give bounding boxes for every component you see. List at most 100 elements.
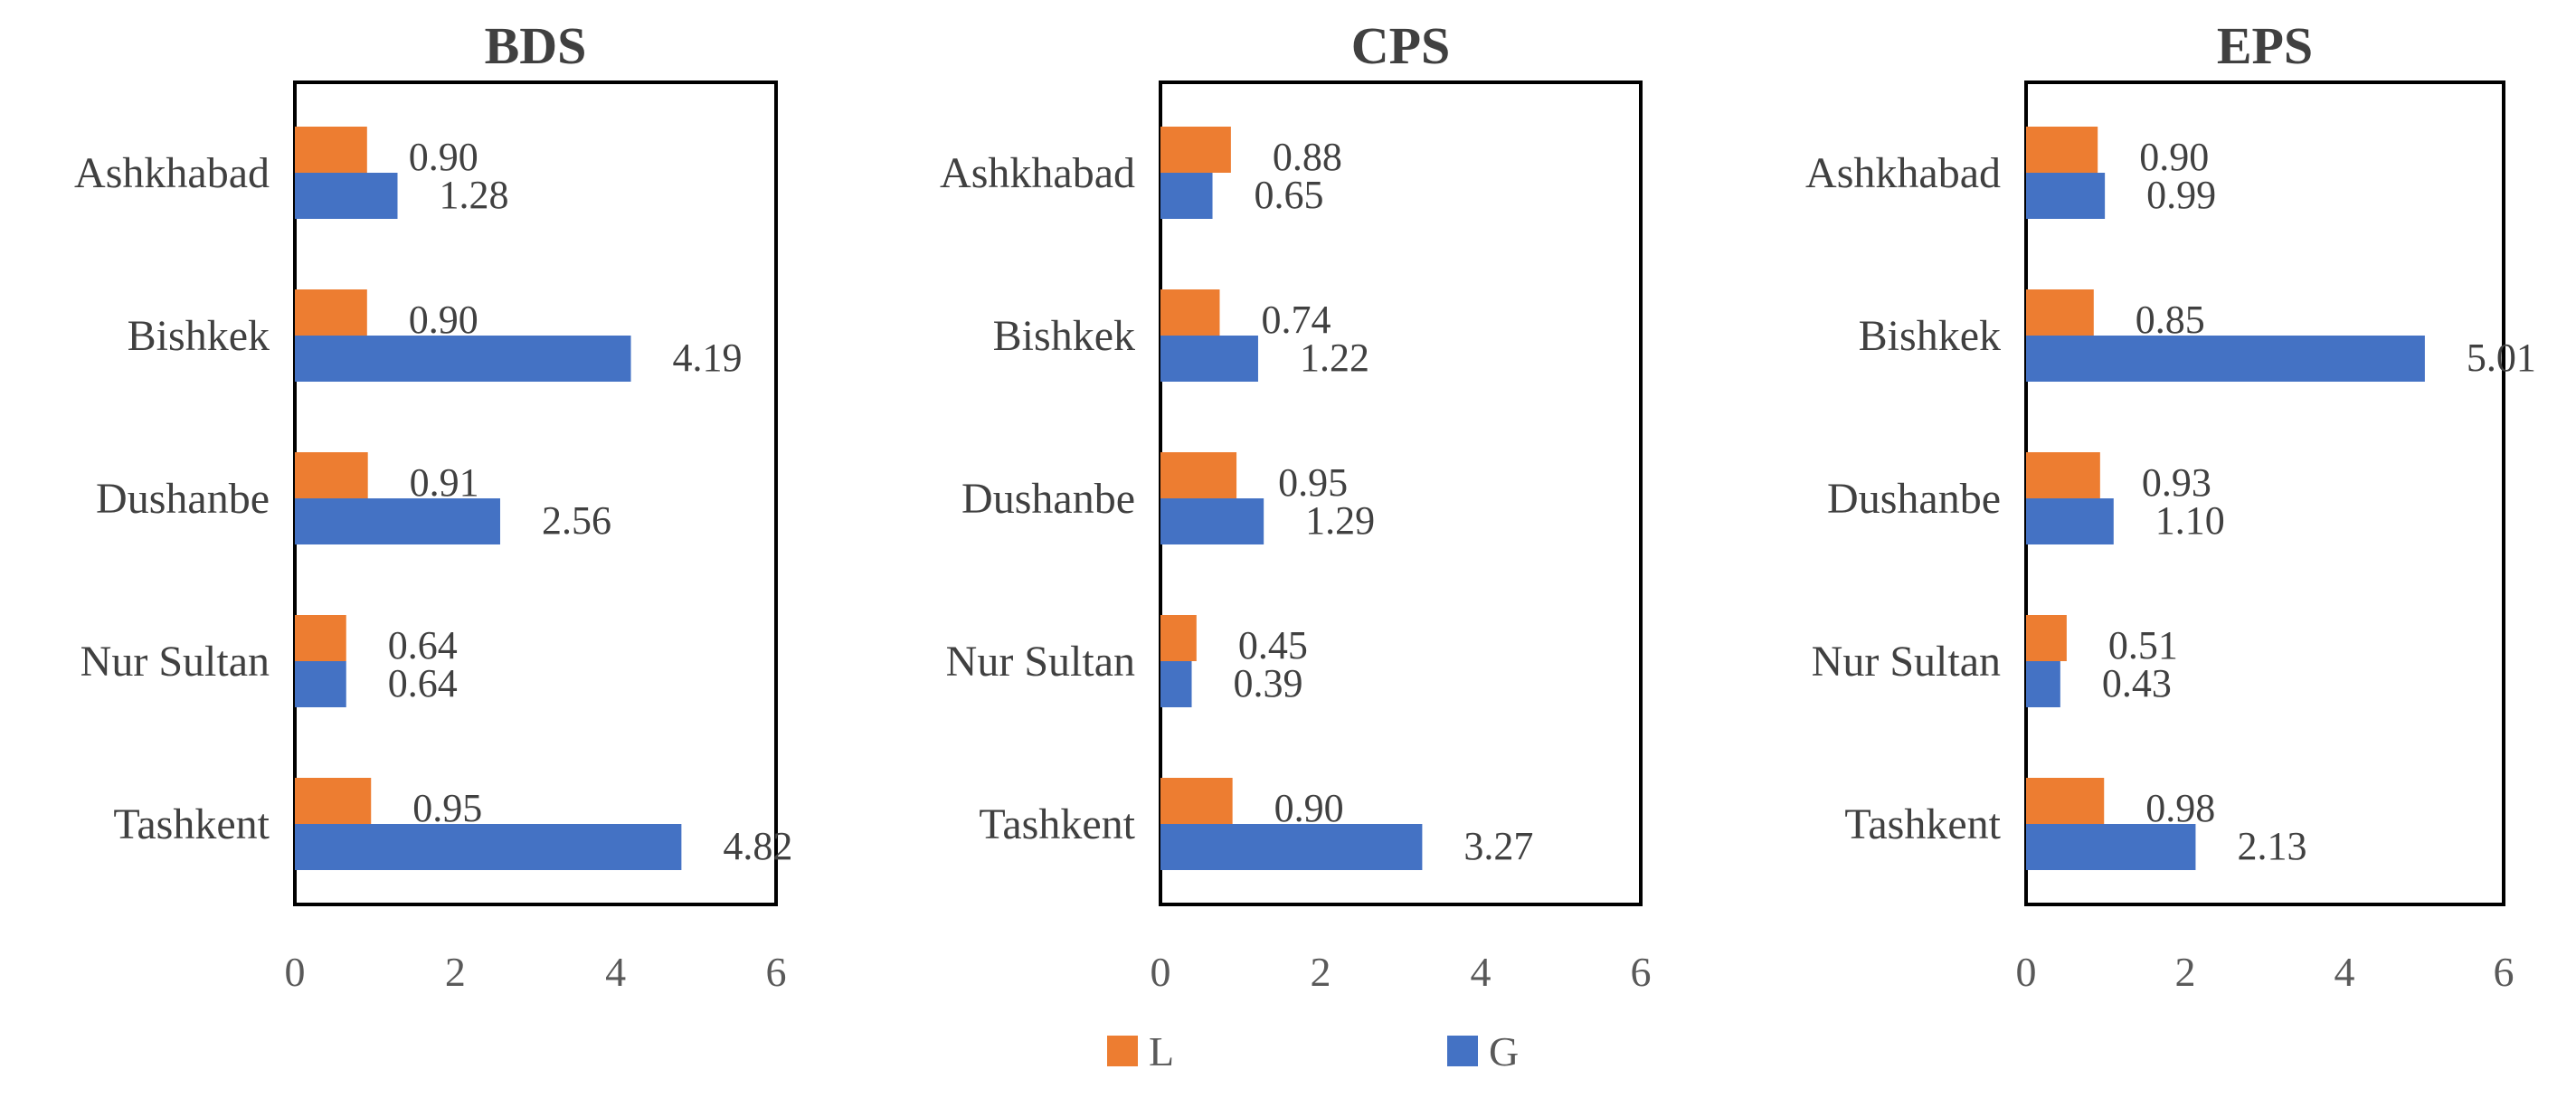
bds-data-label-l-nur-sultan: 0.64 [388,623,458,667]
legend-label-g: G [1489,1028,1519,1074]
panel-eps: EPS Ashkhabad Bishkek Dushanbe Nur Sultan Tas… [1805,16,2536,995]
eps-bar-g-dushanbe [2026,498,2114,544]
bds-bar-g-ashkhabad [295,173,398,219]
panels: BDS Ashkhabad Bishkek Dushanbe Nur Sultan Tas… [74,16,2536,995]
cps-category-label-bishkek: Bishkek [993,312,1135,360]
bds-bar-l-bishkek [295,289,367,336]
cps-data-label-l-tashkent: 0.90 [1274,786,1344,830]
bds-x-tick-label-3: 6 [766,949,787,995]
eps-data-label-l-tashkent: 0.98 [2145,786,2215,830]
cps-bar-g-bishkek [1160,336,1258,382]
bds-data-label-l-bishkek: 0.90 [409,298,478,342]
cps-title: CPS [1351,16,1451,75]
eps-data-label-l-dushanbe: 0.93 [2142,460,2211,505]
cps-bar-l-dushanbe [1160,452,1237,498]
panel-cps: CPS Ashkhabad Bishkek Dushanbe Nur Sultan Tas… [940,16,1651,995]
eps-category-label-bishkek: Bishkek [1859,312,2001,360]
bds-bar-g-bishkek [295,336,631,382]
eps-category-label-tashkent: Tashkent [1844,800,2001,848]
cps-bar-l-tashkent [1160,778,1233,824]
bds-bar-g-dushanbe [295,498,500,544]
eps-data-label-l-ashkhabad: 0.90 [2139,135,2209,179]
bds-data-label-l-ashkhabad: 0.90 [409,135,478,179]
bds-bar-l-ashkhabad [295,127,367,173]
eps-bar-l-tashkent [2026,778,2105,824]
bds-data-label-g-tashkent: 4.82 [723,824,792,868]
cps-bar-g-tashkent [1160,824,1423,870]
eps-x-tick-label-2: 4 [2334,949,2355,995]
legend-label-l: L [1149,1028,1174,1074]
eps-category-label-dushanbe: Dushanbe [1827,475,2001,523]
cps-data-label-l-dushanbe: 0.95 [1278,460,1348,505]
bds-x-tick-label-2: 4 [605,949,626,995]
bds-data-label-g-nur-sultan: 0.64 [388,661,458,705]
legend-swatch-l [1107,1036,1138,1066]
cps-data-label-l-bishkek: 0.74 [1261,298,1331,342]
bds-bar-l-tashkent [295,778,372,824]
eps-bar-l-ashkhabad [2026,127,2098,173]
cps-data-label-g-ashkhabad: 0.65 [1255,173,1324,217]
bds-category-label-nur-sultan: Nur Sultan [80,638,270,686]
eps-title: EPS [2217,16,2313,75]
cps-x-tick-label-1: 2 [1311,949,1331,995]
eps-bar-g-bishkek [2026,336,2425,382]
cps-bar-l-bishkek [1160,289,1220,336]
eps-bar-l-bishkek [2026,289,2094,336]
eps-data-label-g-ashkhabad: 0.99 [2146,173,2216,217]
bds-bar-g-tashkent [295,824,682,870]
eps-data-label-l-bishkek: 0.85 [2136,298,2205,342]
eps-data-label-g-nur-sultan: 0.43 [2102,661,2172,705]
bds-data-label-g-ashkhabad: 1.28 [439,173,508,217]
eps-data-label-g-dushanbe: 1.10 [2155,498,2225,543]
cps-x-tick-label-0: 0 [1151,949,1171,995]
eps-data-label-g-bishkek: 5.01 [2467,336,2536,380]
bds-bar-l-dushanbe [295,452,368,498]
eps-x-tick-label-3: 6 [2494,949,2514,995]
eps-bar-g-ashkhabad [2026,173,2106,219]
bds-category-label-dushanbe: Dushanbe [96,475,270,523]
cps-x-tick-label-2: 4 [1471,949,1492,995]
cps-category-label-ashkhabad: Ashkhabad [940,149,1135,197]
cps-bar-g-dushanbe [1160,498,1264,544]
bds-category-label-bishkek: Bishkek [128,312,270,360]
cps-data-label-l-ashkhabad: 0.88 [1273,135,1342,179]
cps-bar-g-ashkhabad [1160,173,1213,219]
bds-data-label-g-bishkek: 4.19 [673,336,743,380]
legend-swatch-g [1447,1036,1478,1066]
cps-category-label-dushanbe: Dushanbe [961,475,1135,523]
eps-category-label-nur-sultan: Nur Sultan [1812,638,2001,686]
legend: L G [1107,1028,1519,1074]
bds-title: BDS [485,16,587,75]
cps-x-tick-label-3: 6 [1631,949,1652,995]
bds-data-label-g-dushanbe: 2.56 [542,498,611,543]
eps-category-label-ashkhabad: Ashkhabad [1805,149,2001,197]
eps-bar-g-nur-sultan [2026,661,2060,707]
cps-bar-l-ashkhabad [1160,127,1231,173]
cps-data-label-l-nur-sultan: 0.45 [1238,623,1308,667]
panel-bds: BDS Ashkhabad Bishkek Dushanbe Nur Sultan Tas… [74,16,792,995]
eps-data-label-l-nur-sultan: 0.51 [2108,623,2178,667]
eps-bar-l-nur-sultan [2026,615,2067,661]
cps-bar-l-nur-sultan [1160,615,1197,661]
bds-category-label-ashkhabad: Ashkhabad [74,149,270,197]
cps-category-label-nur-sultan: Nur Sultan [946,638,1135,686]
bds-data-label-l-tashkent: 0.95 [412,786,482,830]
eps-x-tick-label-1: 2 [2175,949,2196,995]
cps-data-label-g-tashkent: 3.27 [1463,824,1533,868]
cps-data-label-g-dushanbe: 1.29 [1305,498,1375,543]
cps-data-label-g-nur-sultan: 0.39 [1234,661,1303,705]
bds-category-label-tashkent: Tashkent [113,800,270,848]
bds-data-label-l-dushanbe: 0.91 [410,460,479,505]
bds-x-tick-label-1: 2 [445,949,466,995]
eps-x-tick-label-0: 0 [2016,949,2037,995]
bds-bar-l-nur-sultan [295,615,346,661]
eps-data-label-g-tashkent: 2.13 [2237,824,2306,868]
eps-bar-l-dushanbe [2026,452,2100,498]
eps-bar-g-tashkent [2026,824,2196,870]
cps-category-label-tashkent: Tashkent [979,800,1135,848]
cps-data-label-g-bishkek: 1.22 [1300,336,1369,380]
cps-bar-g-nur-sultan [1160,661,1192,707]
bds-x-tick-label-0: 0 [285,949,306,995]
bds-bar-g-nur-sultan [295,661,346,707]
